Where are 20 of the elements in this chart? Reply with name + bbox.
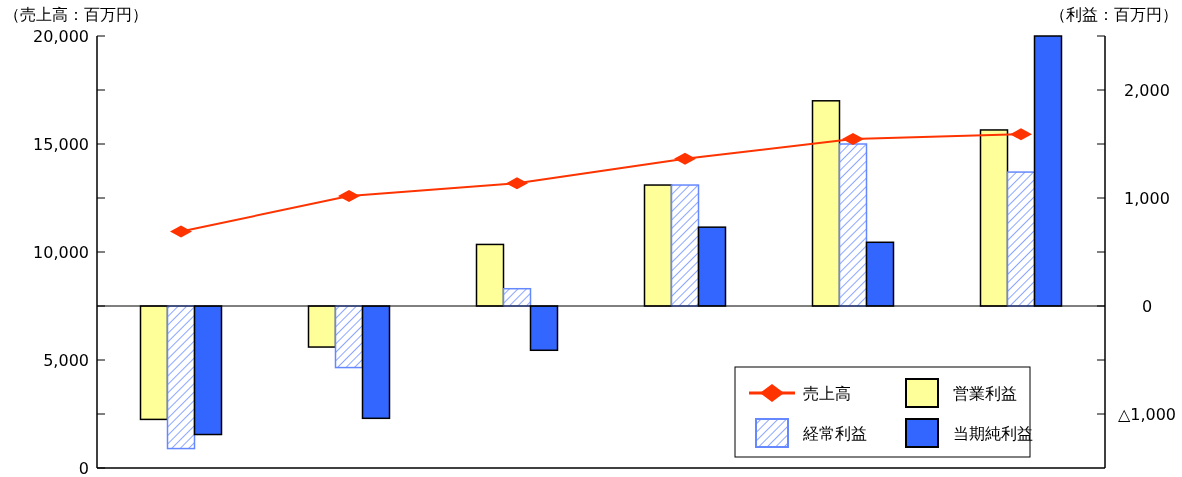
y2-tick-label: 1,000 (1124, 189, 1170, 208)
y-tick-label: 15,000 (33, 135, 89, 154)
legend-label: 売上高 (803, 384, 851, 403)
bar (334, 305, 364, 369)
bar (1006, 171, 1036, 307)
y2-tick-label: 2,000 (1124, 81, 1170, 100)
y2-axis-title: （利益：百万円） (1050, 5, 1178, 24)
y-tick-label: 20,000 (33, 27, 89, 46)
bar (838, 143, 868, 307)
y-tick-label: 10,000 (33, 243, 89, 262)
bar (670, 184, 700, 307)
legend-label: 経常利益 (802, 424, 867, 443)
y2-tick-label: 0 (1141, 297, 1153, 316)
y2-tick-label: △1,000 (1117, 405, 1177, 424)
y-axis-title: （売上高：百万円） (4, 5, 148, 24)
y-tick-label: 5,000 (43, 351, 89, 370)
bar (166, 305, 196, 450)
legend-label: 当期純利益 (953, 424, 1033, 443)
legend-label: 営業利益 (953, 384, 1017, 403)
y-tick-label: 0 (78, 459, 89, 477)
